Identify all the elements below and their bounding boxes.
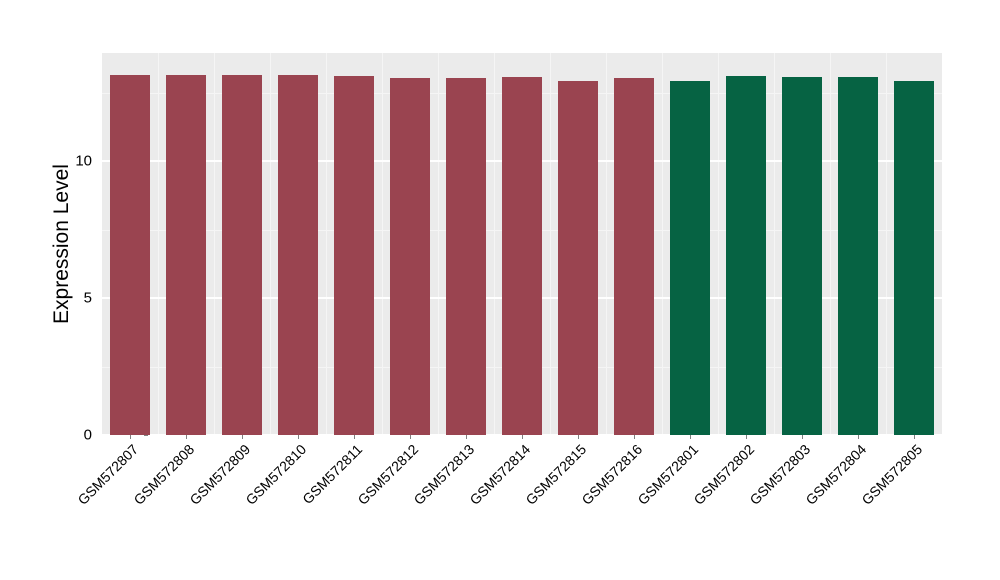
bar (501, 77, 543, 435)
bar (389, 77, 431, 435)
x-axis-tick-mark (522, 435, 523, 439)
y-axis-tick-label: 0 (83, 426, 92, 444)
x-axis-tick-label: GSM572805 (858, 441, 926, 508)
x-axis-tick-mark (578, 435, 579, 439)
bar (109, 74, 151, 435)
x-axis-tick-mark (354, 435, 355, 439)
bar (613, 77, 655, 435)
grid-line-vertical (718, 53, 719, 435)
grid-line-vertical (326, 53, 327, 435)
bar (445, 77, 487, 435)
y-axis-tick-label: 5 (83, 289, 92, 307)
x-axis-tick-mark (186, 435, 187, 439)
grid-line-vertical (158, 53, 159, 435)
x-axis-tick-mark (746, 435, 747, 439)
y-axis-tick-mark (144, 435, 148, 436)
grid-line-vertical (606, 53, 607, 435)
x-axis-tick-mark (914, 435, 915, 439)
grid-line-vertical (382, 53, 383, 435)
x-axis-tick-mark (802, 435, 803, 439)
x-axis-tick-mark (858, 435, 859, 439)
bar (725, 75, 767, 435)
x-axis-tick-mark (130, 435, 131, 439)
x-axis-tick-mark (298, 435, 299, 439)
grid-line-vertical (830, 53, 831, 435)
x-axis-tick-mark (466, 435, 467, 439)
x-axis-tick-mark (690, 435, 691, 439)
bar (277, 74, 319, 435)
grid-line-vertical (886, 53, 887, 435)
plot-panel (102, 53, 942, 435)
grid-line-vertical (270, 53, 271, 435)
x-axis-tick-mark (242, 435, 243, 439)
bar (221, 74, 263, 435)
bar (333, 75, 375, 435)
x-axis-tick-labels: GSM572807 GSM572808 GSM572809 GSM572810 GSM5… (74, 435, 942, 580)
bar (557, 80, 599, 435)
bar (669, 81, 711, 435)
grid-line-vertical (550, 53, 551, 435)
x-axis-tick-mark (634, 435, 635, 439)
grid-line-vertical (774, 53, 775, 435)
x-axis-tick-mark (410, 435, 411, 439)
grid-line-vertical (662, 53, 663, 435)
bar (893, 81, 935, 435)
bar (837, 77, 879, 435)
grid-line-vertical (494, 53, 495, 435)
bar (165, 74, 207, 435)
grid-line-vertical (214, 53, 215, 435)
grid-line-vertical (438, 53, 439, 435)
bar (781, 76, 823, 435)
y-axis-tick-label: 10 (75, 152, 92, 170)
